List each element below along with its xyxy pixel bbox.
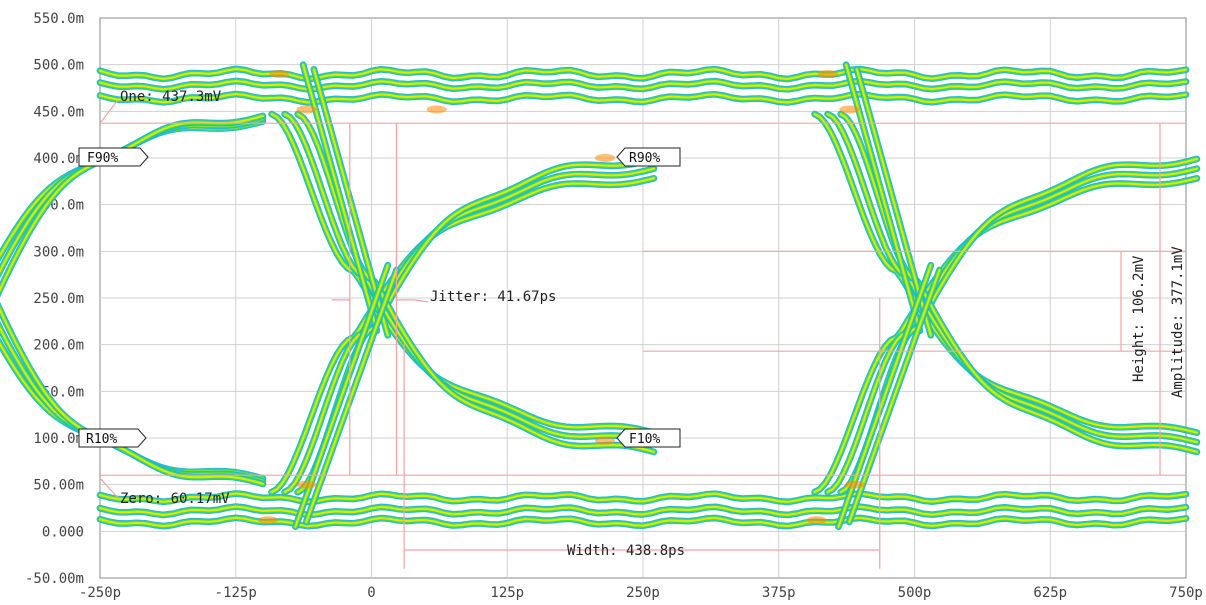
jitter-leader xyxy=(414,299,429,303)
trace-steep-rise xyxy=(848,268,941,524)
marker-r90-label: R90% xyxy=(629,151,660,166)
y-tick-label: 550.0m xyxy=(33,11,84,27)
trace-hot-spot xyxy=(269,70,290,78)
trace-rising-edge xyxy=(283,167,655,494)
trace-hot-spot xyxy=(258,516,279,525)
trace-hot-spot xyxy=(806,516,827,525)
trace-high-level xyxy=(98,93,1188,104)
y-tick-label: 250.0m xyxy=(33,291,84,307)
measurement-overlays xyxy=(99,99,1186,569)
marker-r10-left-label: R10% xyxy=(86,432,117,447)
x-tick-label: 125p xyxy=(490,585,524,601)
trace-falling-edge xyxy=(813,113,1198,434)
trace-hot-spot xyxy=(839,105,860,114)
trace-high-level xyxy=(98,79,1188,91)
trace-low-level xyxy=(98,505,1188,516)
trace-steep-rise xyxy=(305,268,398,524)
x-tick-label: 750p xyxy=(1169,585,1203,601)
y-tick-label: 0.000 xyxy=(42,524,84,540)
trace-low-level xyxy=(98,492,1188,503)
x-tick-label: 375p xyxy=(762,585,796,601)
zero-level-label: Zero: 60.17mV xyxy=(120,491,230,507)
width-label: Width: 438.8ps xyxy=(567,543,685,559)
trace-hot-spot xyxy=(426,105,447,114)
one-level-leader xyxy=(99,99,119,124)
y-tick-label: 200.0m xyxy=(33,338,84,354)
marker-f90-left: F90% xyxy=(78,147,149,167)
height-label: Height: 106.2mV xyxy=(1131,255,1147,382)
trace-hot-spot xyxy=(594,154,615,162)
y-tick-label: 50.00m xyxy=(33,478,84,494)
x-tick-label: 625p xyxy=(1033,585,1067,601)
jitter-label: Jitter: 41.67ps xyxy=(430,289,556,305)
marker-f10-label: F10% xyxy=(629,432,660,447)
amplitude-label: Amplitude: 377.1mV xyxy=(1170,246,1186,398)
y-tick-label: 450.0m xyxy=(33,104,84,120)
one-level-label: One: 437.3mV xyxy=(120,89,222,105)
trace-hot-spot xyxy=(296,105,317,114)
trace-rising-edge xyxy=(826,167,1198,494)
x-tick-label: -250p xyxy=(79,585,121,601)
y-axis-tick-labels: 550.0m500.0m450.0m400.0m350.0m300.0m250.… xyxy=(25,11,84,587)
trace-low-level xyxy=(98,516,1188,528)
y-tick-label: 300.0m xyxy=(33,244,84,260)
measurement-annotations: One: 437.3mV Zero: 60.17mV Jitter: 41.67… xyxy=(120,89,1186,559)
marker-r10-left: R10% xyxy=(78,428,147,448)
x-tick-label: -125p xyxy=(215,585,257,601)
x-tick-label: 500p xyxy=(898,585,932,601)
marker-r90: R90% xyxy=(616,147,681,167)
trace-rising-edge xyxy=(270,177,655,494)
y-tick-label: -50.00m xyxy=(25,571,84,587)
x-axis-tick-labels: -250p -125p 0 125p 250p 375p 500p 625p 750p xyxy=(79,585,1203,601)
marker-f10: F10% xyxy=(616,428,681,448)
y-tick-label: 100.0m xyxy=(33,431,84,447)
level-markers: F90% R90% R10% F10% xyxy=(78,147,681,448)
trace-rising-edge xyxy=(813,177,1198,494)
trace-falling-edge xyxy=(283,113,655,444)
x-tick-label: 250p xyxy=(626,585,660,601)
y-tick-label: 400.0m xyxy=(33,151,84,167)
eye-traces xyxy=(0,61,1201,531)
trace-hot-spot xyxy=(296,480,317,489)
trace-falling-edge xyxy=(826,113,1198,444)
x-tick-label: 0 xyxy=(367,585,375,601)
trace-falling-edge xyxy=(270,113,655,434)
zero-level-leader xyxy=(99,477,119,499)
y-tick-label: 500.0m xyxy=(33,58,84,74)
trace-hot-spot xyxy=(594,436,615,445)
marker-f90-left-label: F90% xyxy=(87,151,118,166)
trace-hot-spot xyxy=(844,480,865,489)
trace-hot-spot xyxy=(817,70,838,78)
